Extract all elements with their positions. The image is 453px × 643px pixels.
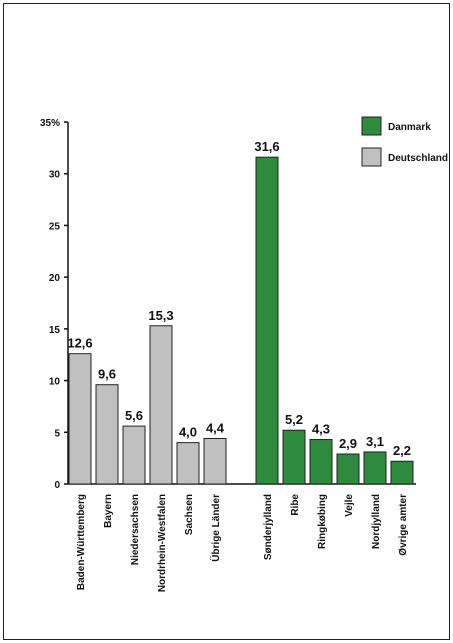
legend: Danmark Deutschland bbox=[361, 116, 448, 167]
data-label: 5,2 bbox=[285, 412, 303, 427]
data-label: 5,6 bbox=[125, 408, 143, 423]
category-label: Nordrhein-Westfalen bbox=[157, 494, 168, 592]
category-label: Nordjylland bbox=[371, 494, 382, 549]
data-label: 31,6 bbox=[254, 139, 279, 154]
y-tick-label: 30 bbox=[49, 170, 61, 181]
data-label: 2,9 bbox=[339, 436, 357, 451]
data-label: 4,0 bbox=[179, 425, 197, 440]
data-label: 2,2 bbox=[393, 443, 411, 458]
axis-layer: 0 5 10 15 20 25 30 35% bbox=[40, 118, 416, 491]
bar-deutschland-3 bbox=[122, 425, 146, 485]
category-label: Baden-Württemberg bbox=[76, 494, 87, 590]
category-label: Ribe bbox=[290, 494, 301, 516]
y-tick-label: 20 bbox=[49, 273, 61, 284]
data-label: 12,6 bbox=[67, 336, 92, 351]
bar-danmark-3 bbox=[309, 439, 333, 485]
y-tick-label: 25 bbox=[49, 221, 61, 232]
bar-danmark-2 bbox=[282, 429, 306, 485]
bar-deutschland-6 bbox=[203, 437, 227, 485]
bar-layer: 12,6 Baden-Württemberg 9,6 Bayern 5,6 Nieders… bbox=[67, 139, 414, 592]
bar-danmark-4 bbox=[336, 453, 360, 485]
data-label: 9,6 bbox=[98, 367, 116, 382]
bar-danmark-6 bbox=[390, 460, 414, 485]
category-label: Vejle bbox=[344, 494, 355, 517]
category-label: Øvrige amter bbox=[398, 494, 409, 556]
bar-danmark-5 bbox=[363, 451, 387, 485]
bar-deutschland-5 bbox=[176, 442, 200, 485]
y-tick-label: 15 bbox=[49, 325, 61, 336]
category-label: Sønderjylland bbox=[263, 494, 274, 560]
bar-danmark-1 bbox=[255, 156, 279, 485]
legend-swatch-danmark bbox=[361, 116, 382, 136]
legend-swatch-deutschland bbox=[361, 147, 382, 167]
category-label: Ringkøbing bbox=[317, 494, 328, 549]
data-label: 4,3 bbox=[312, 422, 330, 437]
data-label: 4,4 bbox=[206, 420, 225, 435]
bar-deutschland-4 bbox=[149, 325, 173, 485]
y-tick-label: 10 bbox=[49, 377, 61, 388]
y-tick-label: 0 bbox=[54, 480, 60, 491]
bar-deutschland-1 bbox=[68, 353, 92, 485]
data-label: 3,1 bbox=[366, 434, 384, 449]
category-label: Sachsen bbox=[184, 494, 195, 535]
category-label: Bayern bbox=[103, 494, 114, 528]
bar-deutschland-2 bbox=[95, 384, 119, 485]
legend-label-deutschland: Deutschland bbox=[388, 153, 448, 164]
legend-label-danmark: Danmark bbox=[388, 122, 431, 133]
data-label: 15,3 bbox=[148, 308, 173, 323]
category-label: Übrige Länder bbox=[209, 494, 222, 562]
y-tick-label: 5 bbox=[54, 428, 60, 439]
chart-frame bbox=[3, 3, 450, 640]
category-label: Niedersachsen bbox=[130, 494, 141, 565]
y-tick-label: 35% bbox=[40, 118, 60, 129]
